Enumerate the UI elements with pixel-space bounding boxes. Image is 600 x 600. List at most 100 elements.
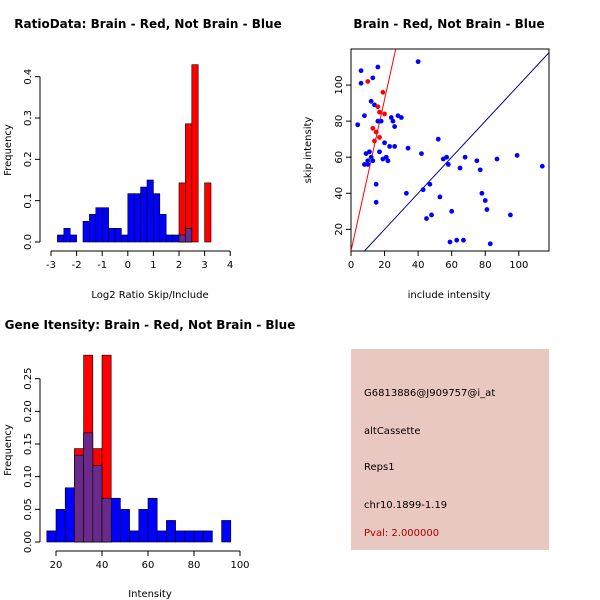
not-brain-point — [449, 208, 455, 214]
ratio-y-axis-label: Frequency — [3, 124, 14, 176]
not-brain-point — [447, 239, 453, 245]
not-brain-point — [368, 98, 374, 104]
not-brain-point — [424, 216, 429, 221]
intensity-chart-title: Gene Itensity: Brain - Red, Not Brain - … — [5, 318, 296, 332]
scatter-plot-frame — [350, 48, 550, 252]
not-brain-point — [392, 124, 398, 129]
brain-point — [372, 138, 377, 144]
not-brain-point — [435, 136, 441, 142]
intensity-blue-bar — [129, 530, 140, 543]
not-brain-point — [382, 140, 387, 146]
not-brain-point — [461, 237, 466, 243]
not-brain-point — [390, 118, 396, 124]
intensity-scatter-plot: Brain - Red, Not Brain - Blue include in… — [303, 17, 550, 301]
intensity-blue-bar — [110, 497, 121, 543]
scatter-y-tick-label: 40 — [334, 187, 345, 200]
not-brain-point — [477, 167, 483, 173]
not-brain-point — [358, 68, 364, 74]
intensity-y-tick-label: 0.05 — [23, 498, 34, 520]
location-text: chr10.1899-1.19 — [364, 500, 447, 511]
not-brain-point — [358, 80, 364, 86]
scatter-x-tick-label: 20 — [378, 260, 391, 271]
ratio-y-tick-label: 0.0 — [23, 234, 34, 250]
intensity-x-axis-label: Intensity — [128, 589, 172, 600]
not-brain-point — [370, 75, 376, 81]
not-brain-point — [388, 115, 394, 120]
intensity-blue-bar — [147, 497, 158, 543]
intensity-blue-bar — [55, 509, 66, 543]
intensity-blue-bar — [175, 530, 186, 543]
intensity-y-axis-label: Frequency — [3, 424, 14, 476]
intensity-x-tick-label: 40 — [96, 560, 109, 571]
not-brain-point — [365, 162, 371, 167]
brain-point — [365, 79, 371, 84]
intensity-blue-bar — [138, 509, 149, 543]
scatter-y-tick-label: 100 — [334, 76, 345, 95]
ratio-blue-bar — [63, 228, 71, 243]
ratio-histogram: RatioData: Brain - Red, Not Brain - Blue… — [3, 17, 282, 301]
intensity-y-tick-label: 0.25 — [23, 368, 34, 390]
not-brain-point — [377, 149, 382, 155]
intensity-blue-bar — [64, 487, 75, 543]
intensity-overlap-bar — [101, 497, 112, 543]
not-brain-point — [370, 158, 376, 164]
ratio-blue-bar — [127, 193, 135, 243]
ratio-blue-bar — [82, 221, 90, 243]
intensity-y-tick-label: 0.10 — [23, 466, 34, 488]
intensity-overlap-bar — [92, 465, 103, 543]
not-brain-point — [362, 113, 367, 119]
info-panel-background — [351, 349, 549, 550]
intensity-x-tick-label: 100 — [230, 560, 249, 571]
not-brain-point — [514, 153, 520, 158]
ratio-x-axis-label: Log2 Ratio Skip/Include — [91, 290, 208, 301]
intensity-y-tick-label: 0.00 — [23, 531, 34, 553]
ratio-red-bar — [185, 123, 193, 243]
intensity-x-tick-label: 80 — [188, 560, 201, 571]
brain-point — [373, 129, 379, 135]
brain-point — [375, 104, 381, 110]
not-brain-point — [367, 149, 372, 155]
brain-regression-line — [351, 49, 397, 251]
not-brain-point — [457, 165, 463, 171]
ratio-chart-title: RatioData: Brain - Red, Not Brain - Blue — [14, 17, 281, 31]
probe-info-panel: G6813886@J909757@i_at altCassette Reps1 … — [351, 349, 549, 550]
not-brain-point — [427, 181, 433, 187]
ratio-blue-bar — [114, 228, 122, 243]
intensity-blue-bar — [221, 520, 232, 543]
ratio-blue-bar — [108, 228, 116, 243]
brain-point — [382, 111, 387, 117]
intensity-overlap-bar — [83, 432, 94, 543]
not-brain-regression-line — [363, 52, 549, 251]
intensity-blue-bar — [193, 530, 204, 543]
not-brain-point — [445, 162, 451, 167]
ratio-y-tick-label: 0.2 — [23, 151, 34, 167]
intensity-x-tick-label: 60 — [142, 560, 155, 571]
ratio-blue-bar — [69, 234, 77, 243]
intensity-blue-bar — [202, 530, 213, 543]
scatter-y-tick-label: 20 — [334, 223, 345, 236]
not-brain-point — [415, 59, 421, 65]
ratio-x-tick-label: 3 — [201, 260, 207, 271]
not-brain-point — [368, 154, 374, 160]
ratio-x-tick-label: 2 — [176, 260, 182, 271]
scatter-lines — [351, 49, 549, 251]
ratio-blue-bar — [89, 214, 97, 243]
scatter-x-axis-label: include intensity — [408, 290, 491, 301]
ratio-red-bar — [191, 64, 199, 243]
ratio-y-tick-label: 0.4 — [23, 69, 34, 85]
gene-intensity-histogram: Gene Itensity: Brain - Red, Not Brain - … — [3, 318, 295, 600]
not-brain-point — [405, 145, 411, 151]
ratio-blue-bar — [165, 234, 173, 243]
scatter-x-tick-label: 60 — [445, 260, 458, 271]
ratio-blue-bar — [57, 234, 65, 243]
not-brain-point — [539, 163, 545, 169]
ratio-blue-bar — [159, 214, 167, 243]
scatter-y-tick-label: 80 — [334, 115, 345, 128]
intensity-blue-bar — [46, 530, 57, 543]
ratio-x-tick-label: 4 — [227, 260, 233, 271]
gene-name-text: Reps1 — [364, 462, 395, 473]
ratio-overlap-bar — [178, 234, 186, 243]
not-brain-point — [403, 190, 409, 196]
not-brain-point — [454, 237, 460, 243]
